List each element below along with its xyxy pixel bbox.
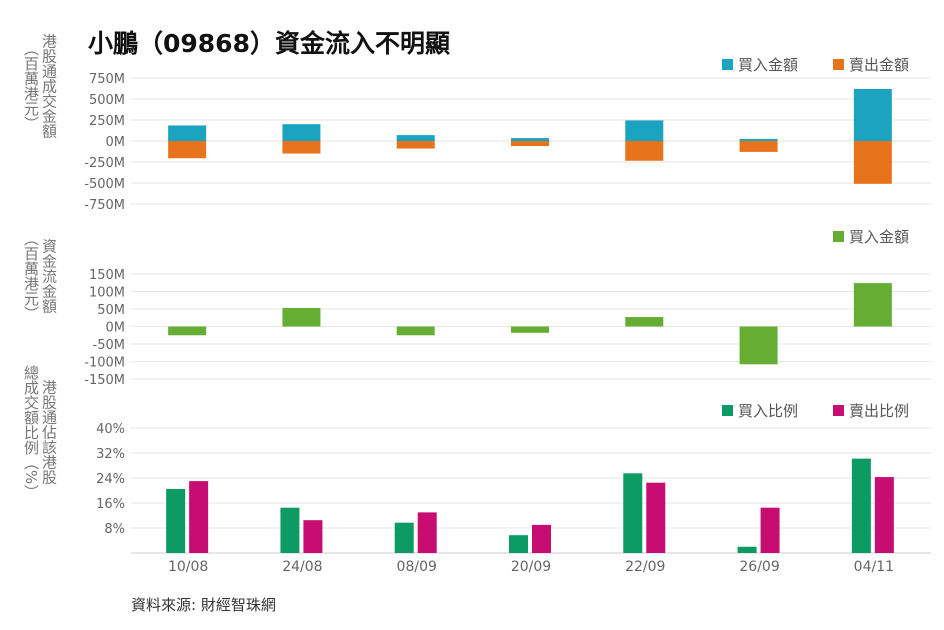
bar-ratio-1 [737, 546, 757, 553]
legend-swatch [722, 59, 733, 70]
y-axis-label: （百萬港元） [22, 231, 40, 321]
bar-ratio-1 [280, 507, 300, 553]
bar-ratio-1 [623, 473, 643, 553]
bar-ratio-1 [394, 522, 414, 553]
x-tick-label: 22/09 [625, 559, 665, 575]
legend-swatch [833, 405, 844, 416]
x-tick-label: 08/09 [397, 559, 437, 575]
bar-ratio-2 [760, 507, 780, 553]
legend-label: 賣出比例 [849, 402, 909, 420]
y-tick-label: -50M [93, 338, 125, 353]
bar-flow-2 [739, 141, 778, 152]
chart-panel-1: 750M 500M 250M 0M -250M -500M -750M 港股通成交金額（百萬港… [22, 34, 931, 213]
bar-flow-1 [168, 125, 207, 141]
x-tick-label: 20/09 [511, 559, 551, 575]
bar-flow-1 [511, 138, 549, 141]
legend-label: 買入金額 [738, 56, 798, 74]
bar-flow-1 [282, 124, 321, 141]
x-tick-label: 04/11 [854, 559, 894, 575]
y-tick-label: -500M [84, 177, 125, 192]
bar-net-1 [282, 307, 321, 327]
y-axis-label: 總成交額比例（%） [22, 364, 40, 499]
y-axis-label: 港股通成交金額 [40, 34, 58, 139]
bar-ratio-2 [874, 477, 894, 553]
y-tick-label: 750M [89, 72, 125, 87]
chart-title: 小鵬（09868）資金流入不明顯 [88, 29, 450, 58]
bar-flow-1 [739, 138, 778, 141]
bar-ratio-2 [189, 481, 209, 553]
x-tick-label: 26/09 [739, 559, 779, 575]
y-tick-label: -150M [84, 373, 125, 388]
bar-ratio-2 [646, 482, 666, 553]
y-tick-label: 150M [89, 268, 125, 283]
x-tick-label: 10/08 [168, 559, 208, 575]
bar-ratio-1 [851, 458, 871, 553]
y-tick-label: 0M [106, 135, 126, 150]
bar-ratio-1 [509, 535, 528, 553]
x-tick-label: 24/08 [282, 559, 322, 575]
bar-flow-2 [511, 141, 549, 147]
bar-flow-1 [396, 135, 435, 141]
y-tick-label: 0M [106, 321, 126, 336]
y-tick-label: 100M [89, 286, 125, 301]
y-tick-label: 250M [89, 114, 125, 129]
legend-label: 買入金額 [849, 228, 909, 246]
y-tick-label: -750M [84, 198, 125, 213]
bar-ratio-2 [303, 520, 323, 553]
chart-panel-2: 150M 100M 50M 0M -50M -100M -150M 資金流金額（百萬港元） 買入… [22, 228, 931, 388]
bar-flow-2 [625, 141, 664, 161]
source-note: 資料來源: 財經智珠網 [131, 596, 276, 614]
bar-net-1 [396, 326, 435, 336]
y-tick-label: 8% [104, 522, 125, 537]
y-axis-label: （百萬港元） [22, 41, 40, 131]
bar-net-1 [168, 326, 207, 336]
bar-flow-1 [625, 120, 664, 141]
legend-swatch [722, 405, 733, 416]
y-axis-label: 資金流金額 [40, 239, 58, 314]
bar-ratio-1 [166, 488, 186, 553]
y-axis-label: 港股通佔該港股 [40, 380, 58, 486]
y-tick-label: 16% [96, 497, 125, 512]
bar-ratio-2 [417, 512, 437, 553]
bar-flow-2 [282, 141, 321, 154]
bar-net-1 [511, 326, 549, 333]
y-tick-label: -100M [84, 356, 125, 371]
legend-label: 賣出金額 [849, 56, 909, 74]
y-tick-label: 24% [96, 472, 125, 487]
legend-swatch [833, 231, 844, 242]
y-tick-label: -250M [84, 156, 125, 171]
y-tick-label: 32% [96, 447, 125, 462]
bar-flow-1 [853, 88, 892, 141]
bar-net-1 [625, 317, 664, 327]
bar-net-1 [853, 283, 892, 327]
bar-ratio-2 [532, 524, 551, 553]
legend-swatch [833, 59, 844, 70]
legend-label: 買入比例 [738, 402, 798, 420]
bar-flow-2 [396, 141, 435, 149]
bar-flow-2 [168, 141, 207, 159]
bar-flow-2 [853, 141, 892, 184]
y-tick-label: 500M [89, 93, 125, 108]
bar-net-1 [739, 326, 778, 365]
y-tick-label: 50M [97, 303, 125, 318]
y-tick-label: 40% [96, 422, 125, 437]
